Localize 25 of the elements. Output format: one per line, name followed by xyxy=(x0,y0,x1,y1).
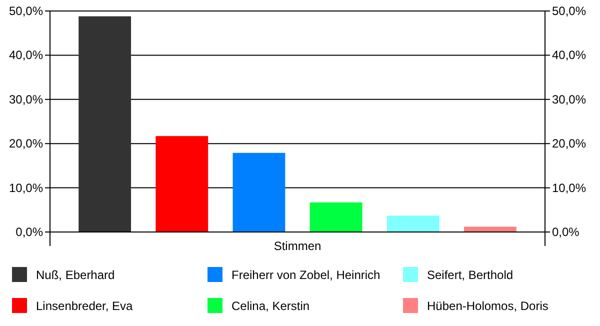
legend-label: Freiherr von Zobel, Heinrich xyxy=(232,268,380,282)
legend-label: Nuß, Eberhard xyxy=(36,268,115,282)
text: 30,0% xyxy=(552,92,586,106)
text: 40,0% xyxy=(552,48,586,62)
text: 50,0% xyxy=(552,4,586,18)
y-tick-label: 50,0% xyxy=(8,4,44,18)
bar xyxy=(464,226,516,232)
bar xyxy=(156,136,208,232)
y-tick-label: 10,0% xyxy=(8,180,44,195)
x-tick-label: Stimmen xyxy=(274,239,322,253)
bar xyxy=(310,202,362,232)
bar xyxy=(386,216,440,232)
text: 20,0% xyxy=(552,136,586,151)
y-tick-label: 0,0% xyxy=(16,225,44,239)
y-tick-label: 40,0% xyxy=(8,48,44,62)
y-tick-label: 30,0% xyxy=(8,92,44,106)
legend-label: Seifert, Berthold xyxy=(427,268,514,282)
text: 0,0% xyxy=(552,225,580,239)
y-tick-label: 20,0% xyxy=(8,136,44,151)
bar xyxy=(232,152,286,232)
text: 10,0% xyxy=(552,180,586,195)
legend-label: Linsenbreder, Eva xyxy=(36,299,134,313)
bar xyxy=(78,16,132,232)
legend-label: Hüben-Holomos, Doris xyxy=(427,299,548,313)
legend-label: Celina, Kerstin xyxy=(232,299,310,313)
